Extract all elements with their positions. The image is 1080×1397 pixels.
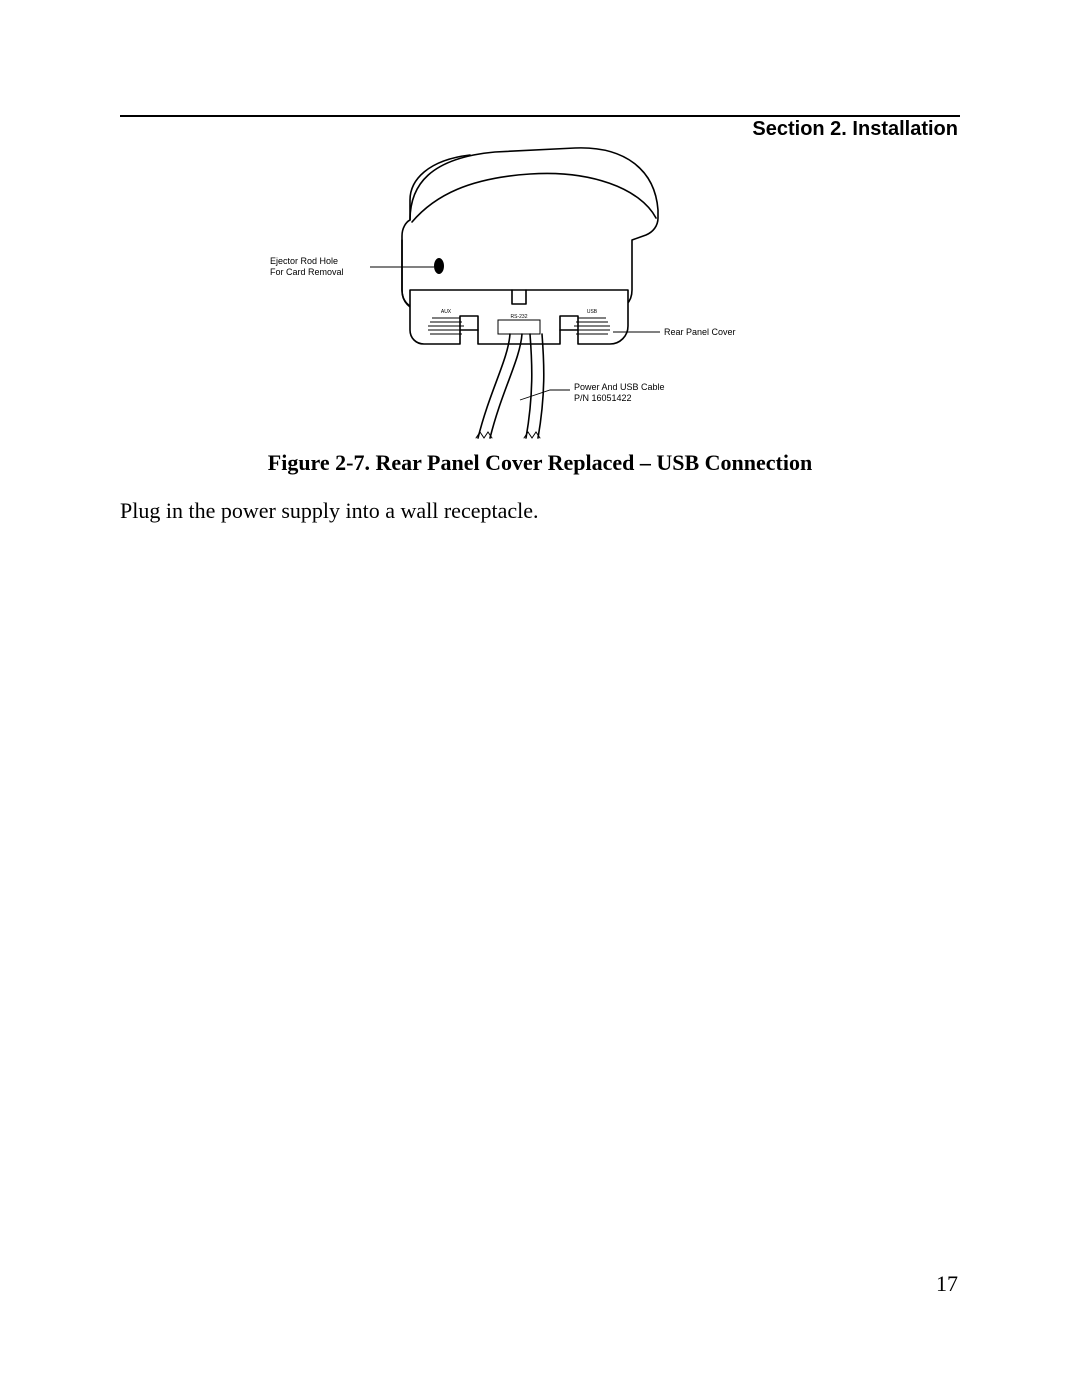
- body-paragraph: Plug in the power supply into a wall rec…: [120, 498, 539, 524]
- port-aux-label: AUX: [441, 309, 452, 315]
- rear-panel-diagram-icon: AUX RS-232 USB: [260, 140, 800, 440]
- figure-diagram: AUX RS-232 USB: [260, 140, 800, 440]
- figure-caption: Figure 2-7. Rear Panel Cover Replaced – …: [0, 450, 1080, 476]
- ejector-label-line1: Ejector Rod Hole: [270, 256, 338, 266]
- port-rs232-label: RS-232: [511, 314, 528, 320]
- cable-icon: [476, 334, 544, 438]
- page-number: 17: [936, 1271, 958, 1297]
- ejector-hole-icon: [434, 258, 444, 274]
- cable-label-line2: P/N 16051422: [574, 393, 632, 403]
- rear-panel-label: Rear Panel Cover: [664, 327, 736, 337]
- header-rule: [120, 115, 960, 117]
- cable-label-line1: Power And USB Cable: [574, 382, 665, 392]
- ejector-label-line2: For Card Removal: [270, 267, 344, 277]
- port-usb-label: USB: [587, 309, 598, 315]
- section-title: Section 2. Installation: [752, 118, 958, 141]
